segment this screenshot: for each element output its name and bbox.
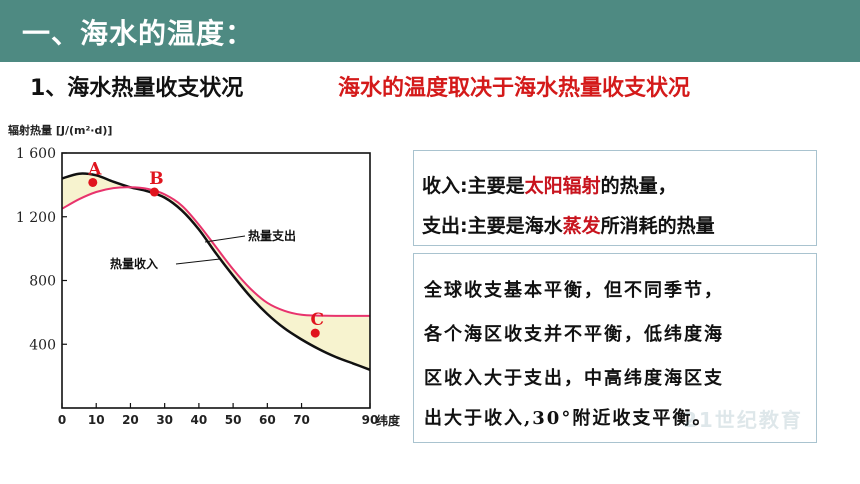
summary-line: 出大于收入,30°附近收支平衡。: [424, 408, 713, 429]
summary-line: 全球收支基本平衡，但不同季节，: [424, 280, 724, 301]
expense-line: 支出:主要是海水蒸发所消耗的热量: [422, 211, 715, 238]
y-tick-label: 1 200: [16, 210, 56, 226]
annotation-point: [88, 177, 98, 187]
expense-highlight: 蒸发: [562, 215, 601, 237]
x-tick-label: 70: [293, 413, 310, 427]
chart-svg: 辐射热量 [J/(m²·d)] 纬度 0 10 20 30 40 50 60 70 90 400 8…: [8, 123, 401, 428]
income-line: 收入:主要是太阳辐射的热量，: [422, 171, 677, 198]
x-tick-label: 10: [88, 413, 105, 427]
series-expense-line: [61, 172, 371, 371]
income-label: 热量收入: [110, 256, 158, 271]
x-tick-label: 0: [58, 413, 66, 427]
watermark: 21世纪教育: [683, 408, 803, 432]
summary-line: 各个海区收支并不平衡，低纬度海: [424, 324, 724, 345]
x-tick-label: 50: [225, 413, 242, 427]
expense-label: 热量支出: [248, 228, 296, 243]
series-income-line: [61, 186, 370, 317]
income-suffix: 的热量，: [600, 175, 677, 197]
main-point: 海水的温度取决于海水热量收支状况: [338, 76, 691, 101]
surplus-area: [62, 173, 370, 370]
income-prefix: 收入:主要是: [422, 175, 525, 197]
heat-budget-chart: 辐射热量 [J/(m²·d)] 纬度 0 10 20 30 40 50 60 70 90 400 8…: [0, 112, 420, 484]
expense-suffix: 所消耗的热量: [600, 215, 715, 237]
title-bar: 一、海水的温度：: [0, 0, 860, 62]
y-tick-label: 800: [29, 274, 56, 290]
y-axis-label: 辐射热量 [J/(m²·d)]: [8, 123, 112, 137]
income-expense-box: 收入:主要是太阳辐射的热量， 支出:主要是海水蒸发所消耗的热量: [413, 150, 817, 246]
expense-prefix: 支出:主要是海水: [422, 215, 563, 237]
income-leader-line: [175, 258, 221, 265]
x-axis-label: 纬度: [376, 413, 401, 428]
annotation-label: C: [310, 310, 324, 330]
annotation-point: [310, 328, 320, 338]
y-tick-label: 1 600: [16, 146, 56, 162]
x-tick-label: 90: [362, 413, 379, 427]
x-tick-label: 20: [122, 413, 139, 427]
x-tick-label: 30: [156, 413, 173, 427]
plot-frame: [61, 152, 371, 409]
income-highlight: 太阳辐射: [524, 175, 601, 197]
page-title: 一、海水的温度：: [22, 17, 255, 50]
annotation-label: B: [149, 169, 163, 189]
summary-line: 区收入大于支出，中高纬度海区支: [424, 368, 724, 389]
x-tick-label: 40: [191, 413, 208, 427]
section-subheading: 1、海水热量收支状况: [30, 76, 244, 101]
x-tick-label: 60: [259, 413, 276, 427]
summary-box: 全球收支基本平衡，但不同季节， 各个海区收支并不平衡，低纬度海 区收入大于支出，…: [413, 253, 817, 443]
annotation-label: A: [87, 159, 102, 179]
expense-leader-line: [204, 235, 246, 243]
annotation-point: [149, 187, 159, 197]
y-tick-label: 400: [29, 337, 56, 353]
